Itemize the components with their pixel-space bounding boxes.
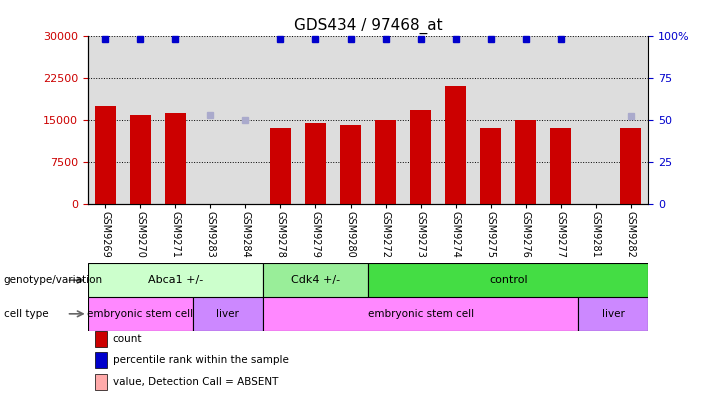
Bar	[270, 128, 291, 204]
Title: GDS434 / 97468_at: GDS434 / 97468_at	[294, 18, 442, 34]
Text: Abca1 +/-: Abca1 +/-	[148, 275, 203, 285]
Text: genotype/variation: genotype/variation	[4, 275, 102, 285]
Bar	[130, 115, 151, 204]
Text: percentile rank within the sample: percentile rank within the sample	[113, 355, 289, 366]
Bar	[88, 263, 263, 297]
Bar	[515, 120, 536, 204]
Text: liver: liver	[217, 309, 239, 319]
Bar	[550, 128, 571, 204]
Text: embryonic stem cell: embryonic stem cell	[87, 309, 193, 319]
Bar	[375, 120, 396, 204]
Bar	[578, 297, 648, 331]
Bar	[263, 297, 578, 331]
Bar	[263, 263, 368, 297]
Bar	[368, 263, 648, 297]
Text: Cdk4 +/-: Cdk4 +/-	[291, 275, 340, 285]
Bar	[95, 106, 116, 204]
Text: count: count	[113, 333, 142, 344]
Bar	[620, 128, 641, 204]
Text: liver: liver	[602, 309, 625, 319]
Text: cell type: cell type	[4, 309, 48, 319]
Bar	[165, 113, 186, 204]
Text: control: control	[489, 275, 528, 285]
Bar	[480, 128, 501, 204]
Text: value, Detection Call = ABSENT: value, Detection Call = ABSENT	[113, 377, 278, 387]
Bar	[410, 110, 431, 204]
Text: embryonic stem cell: embryonic stem cell	[367, 309, 474, 319]
Bar	[305, 123, 326, 204]
Bar	[445, 86, 466, 204]
Bar	[88, 297, 193, 331]
Bar	[193, 297, 263, 331]
Bar	[340, 126, 361, 204]
